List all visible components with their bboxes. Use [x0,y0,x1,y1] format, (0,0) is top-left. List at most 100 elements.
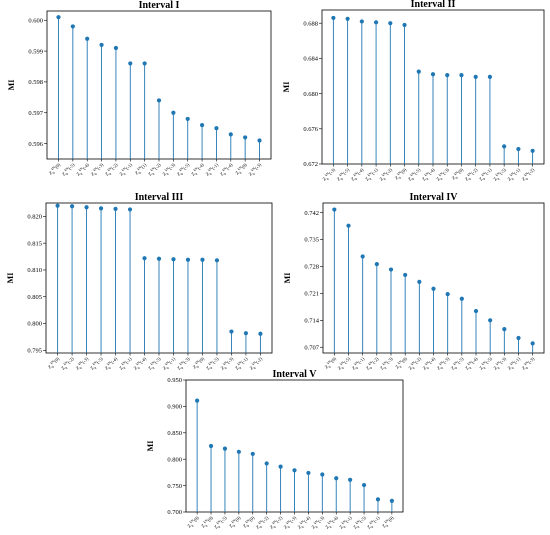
x-tick-label: ZθkN(-3) [247,161,264,178]
x-tick-label: ZθkN(-4) [421,166,438,183]
x-tick-label: ZθkN(-5) [478,355,495,372]
stem-marker [200,257,205,262]
y-tick-label: 0.600 [28,17,43,24]
stem-marker [389,498,394,504]
x-tick-label: ZθkN(0) [450,166,466,182]
stem-marker [228,132,233,137]
x-tick-label: ZθkN(0) [241,514,257,530]
stem-marker [388,267,394,272]
x-tick-label: ZθkN(-1) [338,514,355,531]
x-tick-label: ZθkN(-4) [190,161,207,178]
x-tick-label: ZθkN(-4) [103,355,120,372]
stem-marker [306,470,311,476]
stem-marker [69,204,75,209]
x-tick-label: ZθkN(-3) [435,166,452,183]
stem-marker [320,472,325,477]
stem-marker [214,258,220,263]
stem-marker [56,15,61,20]
x-tick-label: ZθkN(-5) [335,166,352,183]
stem-marker [373,20,379,25]
x-tick-label: ZθkN(-4) [218,161,235,178]
stem-marker [402,22,407,28]
stem-marker [331,15,336,21]
x-tick-label: ZθkN(-5) [89,355,106,372]
stem-marker [195,398,200,403]
y-tick-label: 0.598 [28,79,43,86]
x-tick-label: ZθkN(0) [200,514,216,530]
x-tick-label: ZθkN(-4) [421,355,438,372]
x-tick-label: ZθkN(0) [394,355,410,371]
y-tick-label: 0.700 [167,509,182,516]
stem-marker [229,329,234,334]
x-tick-label: ZθkN(-4) [296,514,313,531]
y-tick-label: 0.707 [304,344,319,351]
x-tick-label: ZθkN(-2) [268,514,285,531]
y-tick-label: 0.684 [303,56,318,63]
stem-marker [516,146,521,152]
y-tick-label: 0.800 [167,456,182,463]
stem-marker [250,451,255,457]
x-tick-label: ZθkN(-2) [378,166,395,183]
stem-marker [214,126,219,131]
y-tick-label: 0.805 [27,294,42,301]
panel-title: Interval IV [409,192,458,203]
panel-title: Interval II [411,0,456,10]
y-tick-label: 0.742 [304,210,319,217]
x-tick-label: ZθkN(-3) [379,355,396,372]
stem-marker [185,116,190,122]
x-tick-label: ZθkN(-3) [161,161,178,178]
x-tick-label: ZθkN(-3) [435,355,452,372]
y-tick-label: 0.597 [28,110,43,117]
x-tick-label: ZθkN(-4) [349,166,366,183]
stem-marker [459,73,464,78]
panel-title: Interval III [135,192,184,203]
stem-marker [345,16,350,21]
y-tick-label: 0.596 [28,141,43,148]
stem-marker [185,257,191,262]
x-tick-label: ZθkN(-2) [103,161,120,178]
stem-marker [156,98,162,103]
stem-marker [332,207,337,212]
y-tick-label: 0.714 [304,318,319,325]
stem-marker [416,69,421,74]
x-tick-label: ZθkN(-1) [161,355,178,372]
x-tick-label: ZθkN(-2) [147,161,164,178]
x-tick-label: ZθkN(-1) [477,166,494,183]
y-axis-label: MI [283,273,292,284]
stem-marker [222,446,228,451]
x-tick-label: ZθkN(-4) [464,355,481,372]
stem-marker [243,135,248,140]
x-tick-label: ZθkN(-3) [492,355,509,372]
stem-marker [257,138,262,143]
y-tick-label: 0.721 [304,291,319,298]
stem-marker [292,468,297,473]
x-tick-label: ZθkN(-2) [364,355,381,372]
stem-marker [243,331,249,336]
y-tick-label: 0.728 [304,264,319,271]
x-tick-label: ZθkN(-3) [282,514,299,531]
stem-marker [488,318,493,323]
panel-title: Interval V [273,369,318,380]
stem-marker [85,36,90,41]
y-tick-label: 0.810 [27,267,42,274]
y-tick-label: 0.680 [303,91,318,98]
stem-marker [171,110,176,115]
y-tick-label: 0.900 [167,404,182,411]
x-tick-label: ZθkN(-1) [506,166,523,183]
stem-marker [445,73,450,78]
stem-marker [502,327,507,332]
stem-marker [236,449,241,454]
x-tick-label: ZθkN(-1) [118,355,135,372]
stem-marker [142,256,147,261]
stem-marker [128,61,133,66]
y-tick-label: 0.815 [27,240,42,247]
y-axis-label: MI [146,441,155,452]
x-tick-label: ZθkN(-5) [336,355,353,372]
x-tick-label: ZθkN(-5) [60,161,77,178]
x-tick-label: ZθkN(0) [46,355,62,371]
stem-marker [361,482,367,488]
stem-marker [199,122,205,128]
y-tick-label: 0.850 [167,430,182,437]
stem-marker [208,443,214,449]
x-tick-label: ZθkN(0) [393,166,409,182]
